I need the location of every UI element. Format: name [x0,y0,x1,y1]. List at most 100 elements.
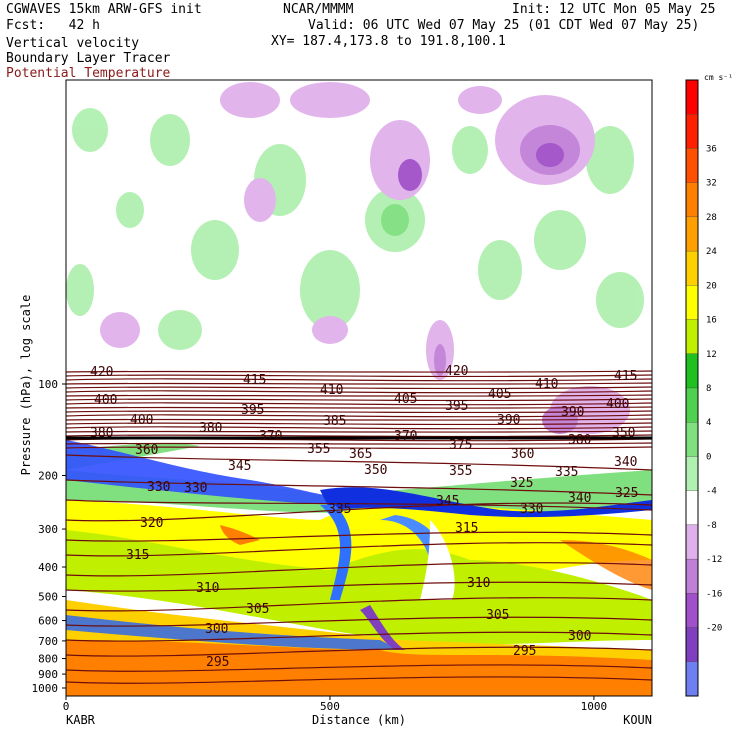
valid-time: Valid: 06 UTC Wed 07 May 25 (01 CDT Wed … [308,18,700,33]
isentrope [66,390,652,394]
colorbar-swatch [685,250,699,286]
colorbar-swatch [685,319,699,354]
isentrope-label: 380 [199,421,222,436]
isentrope [66,646,652,657]
colorbar-swatch [685,524,699,560]
isentrope-label: 380 [90,426,113,441]
field-potential-temperature: Potential Temperature [6,66,171,81]
colorbar-tick-label: 8 [706,384,711,394]
colorbar-tick-label: 4 [706,418,711,428]
isentrope-label: 385 [323,414,346,429]
colorbar-swatch [685,182,699,218]
colorbar-tick-label: 0 [706,452,711,462]
isentrope-label: 310 [196,581,219,596]
isentrope-label: 400 [94,393,117,408]
isentrope-label: 410 [535,377,558,392]
isentrope-label: 395 [241,403,264,418]
isentrope-label: 340 [614,455,637,470]
isentrope [66,426,652,430]
isentrope-label: 310 [467,576,490,591]
isentrope [66,531,652,542]
isentrope-label: 315 [455,521,478,536]
isentrope [66,394,652,397]
isentrope-label: 375 [449,438,472,453]
y-tick-label: 500 [38,590,58,603]
colorbar-swatch [685,114,699,149]
isentrope [66,430,652,433]
y-tick-label: 100 [38,378,58,391]
isentrope-label: 330 [520,502,543,517]
x-axis-ticks: 0 500 1000 [63,696,607,713]
y-tick-label: 200 [38,470,58,483]
colorbar-swatch [685,593,699,628]
isentrope-label: 295 [206,655,229,670]
isentrope-label: 395 [445,399,468,414]
forecast-hour: Fcst: 42 h [6,18,100,33]
isentrope [66,479,652,496]
isentrope-label: 335 [328,502,351,517]
isentrope-label: 330 [184,481,207,496]
colorbar-tick-label: -4 [706,487,717,497]
isentrope-label: 380 [568,433,591,448]
isentrope [66,442,652,445]
isentrope-label: 415 [243,373,266,388]
isentrope [66,502,652,522]
isentrope-label: 370 [259,429,282,444]
isentrope-label: 335 [555,465,578,480]
isentrope-label: 350 [364,463,387,478]
colorbar-tick-label: 16 [706,316,717,326]
colorbar-tick-label: -16 [706,589,722,599]
isentrope [66,581,652,592]
isentrope-label: 340 [568,491,591,506]
field-boundary-layer-tracer: Boundary Layer Tracer [6,51,171,66]
isentrope [66,398,652,402]
y-tick-label: 900 [38,668,58,681]
isentrope-label: 320 [140,516,163,531]
y-tick-label: 800 [38,653,58,666]
isentrope [66,410,652,414]
isentrope-label: 345 [436,494,459,509]
y-axis-label: Pressure (hPa), log scale [19,295,33,476]
isentrope-label: 400 [606,397,629,412]
isentrope [66,382,652,385]
colorbar-tick-label: 32 [706,179,717,189]
isentrope-label: 355 [307,442,330,457]
isentrope-label: 300 [568,629,591,644]
colorbar-swatch [685,216,699,252]
isentrope [66,402,652,406]
isentrope-label: 295 [513,644,536,659]
x-tick-label: 1000 [581,700,608,713]
isentrope-labels: 420 415 410 420 410 415 400 395 405 405 400 395 400 3… [90,364,638,670]
colorbar-swatch [685,627,699,662]
isentrope [66,418,652,421]
isentrope-label: 305 [486,608,509,623]
colorbar-swatch [685,285,699,320]
colorbar-tick-label: -8 [706,521,717,531]
isentrope [66,454,652,471]
isentrope [66,386,652,390]
plot-frame [65,79,653,697]
colorbar-swatch [685,490,699,526]
isentrope-label: 390 [497,413,520,428]
colorbar-swatch [685,148,699,183]
x-left-station: KABR [66,713,96,727]
isentrope [66,414,652,418]
isentrope-label: 360 [511,447,534,462]
colorbar-tick-label: -20 [706,624,722,634]
isentrope [66,370,652,373]
isentrope-label: 365 [349,447,372,462]
colorbar-swatch [685,422,699,457]
colorbar-tick-label: 24 [706,247,717,257]
x-tick-label: 0 [63,700,70,713]
colorbar-swatch [685,353,699,389]
y-tick-label: 700 [38,635,58,648]
colorbar-units: cm s⁻¹ [704,73,733,82]
isentrope-label: 405 [394,392,417,407]
isentrope [66,631,652,642]
colorbar-tick-label: 28 [706,213,717,223]
colorbar-swatch [685,456,699,491]
isentrope-label: 410 [320,383,343,398]
isentrope-label: 405 [488,387,511,402]
